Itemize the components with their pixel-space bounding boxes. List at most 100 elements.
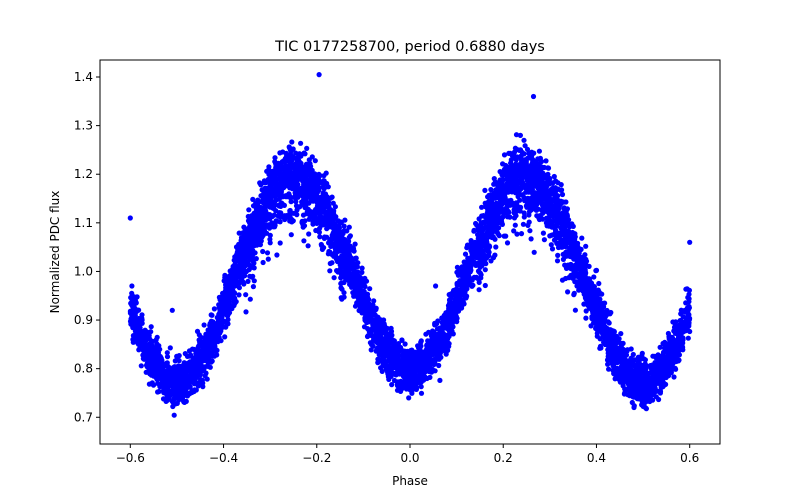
data-point	[543, 158, 549, 164]
data-point	[229, 266, 236, 272]
data-point	[316, 180, 322, 186]
data-point	[329, 194, 335, 200]
data-point	[266, 222, 272, 228]
data-point	[468, 238, 474, 244]
data-point	[171, 412, 177, 418]
data-point	[331, 275, 337, 281]
data-point	[445, 303, 452, 309]
data-point	[665, 330, 672, 337]
data-point	[492, 252, 498, 258]
data-point	[594, 330, 600, 336]
data-point	[427, 374, 433, 380]
data-point	[488, 258, 494, 264]
data-point	[167, 345, 173, 351]
data-point	[685, 335, 691, 341]
data-point	[591, 274, 597, 280]
data-point	[314, 220, 320, 226]
data-point	[523, 203, 530, 209]
data-point	[276, 196, 282, 202]
data-point	[431, 361, 437, 367]
data-point	[339, 280, 345, 286]
data-point	[447, 298, 453, 305]
data-point	[265, 256, 271, 262]
data-point	[267, 236, 273, 242]
data-point	[333, 252, 339, 258]
data-point	[650, 392, 656, 398]
data-point	[176, 353, 182, 359]
data-point	[596, 280, 602, 287]
data-point	[288, 199, 294, 205]
data-point	[476, 269, 482, 275]
chart-title: TIC 0177258700, period 0.6880 days	[274, 39, 545, 55]
data-point	[521, 210, 527, 216]
data-point	[287, 207, 293, 214]
data-point	[287, 147, 293, 153]
data-point	[507, 214, 513, 220]
data-point	[245, 278, 251, 284]
data-point	[346, 224, 352, 230]
data-point	[611, 364, 617, 370]
data-point	[211, 353, 217, 359]
data-point	[154, 334, 160, 340]
data-point	[301, 223, 308, 229]
data-point	[260, 259, 266, 266]
data-point	[227, 272, 233, 278]
data-point	[520, 221, 527, 227]
data-point	[224, 320, 230, 326]
data-point	[450, 324, 456, 330]
data-point	[278, 203, 284, 209]
data-point	[351, 248, 357, 254]
data-point	[253, 256, 259, 262]
data-point	[597, 336, 603, 342]
data-point	[176, 397, 182, 403]
data-point	[281, 165, 287, 171]
data-point	[566, 217, 572, 223]
data-point	[660, 372, 666, 378]
data-point	[164, 354, 171, 360]
data-point	[355, 269, 361, 275]
data-point	[415, 343, 421, 349]
data-point	[309, 154, 315, 160]
data-point	[251, 278, 257, 284]
data-point	[514, 154, 521, 160]
data-point	[683, 300, 689, 306]
data-point	[407, 385, 413, 391]
data-point	[418, 339, 424, 345]
data-point	[373, 306, 379, 313]
data-point	[499, 171, 505, 177]
data-point	[493, 244, 499, 250]
data-point	[526, 212, 532, 218]
data-point	[380, 362, 386, 368]
data-point	[482, 267, 488, 273]
data-point	[476, 279, 482, 285]
data-point	[229, 295, 235, 301]
data-point	[402, 341, 408, 347]
data-point	[208, 312, 214, 318]
data-point	[196, 343, 202, 349]
data-point	[273, 163, 279, 169]
data-point	[427, 354, 433, 360]
data-point	[548, 242, 554, 248]
data-point	[305, 243, 311, 249]
data-point	[261, 228, 268, 234]
data-point	[296, 159, 302, 165]
data-point	[524, 146, 531, 152]
data-point	[565, 289, 571, 295]
data-point	[418, 390, 425, 396]
data-point	[389, 382, 395, 388]
data-point	[160, 387, 167, 394]
data-point	[196, 332, 202, 338]
data-point	[446, 308, 452, 314]
data-point	[344, 228, 350, 234]
data-point	[571, 292, 577, 298]
data-point	[583, 243, 589, 249]
data-point	[545, 171, 551, 177]
data-point	[371, 298, 377, 304]
data-point	[293, 203, 300, 209]
data-point	[582, 271, 589, 277]
data-point	[138, 363, 144, 369]
data-point	[435, 318, 441, 324]
data-point	[517, 132, 524, 138]
data-point	[396, 383, 402, 389]
